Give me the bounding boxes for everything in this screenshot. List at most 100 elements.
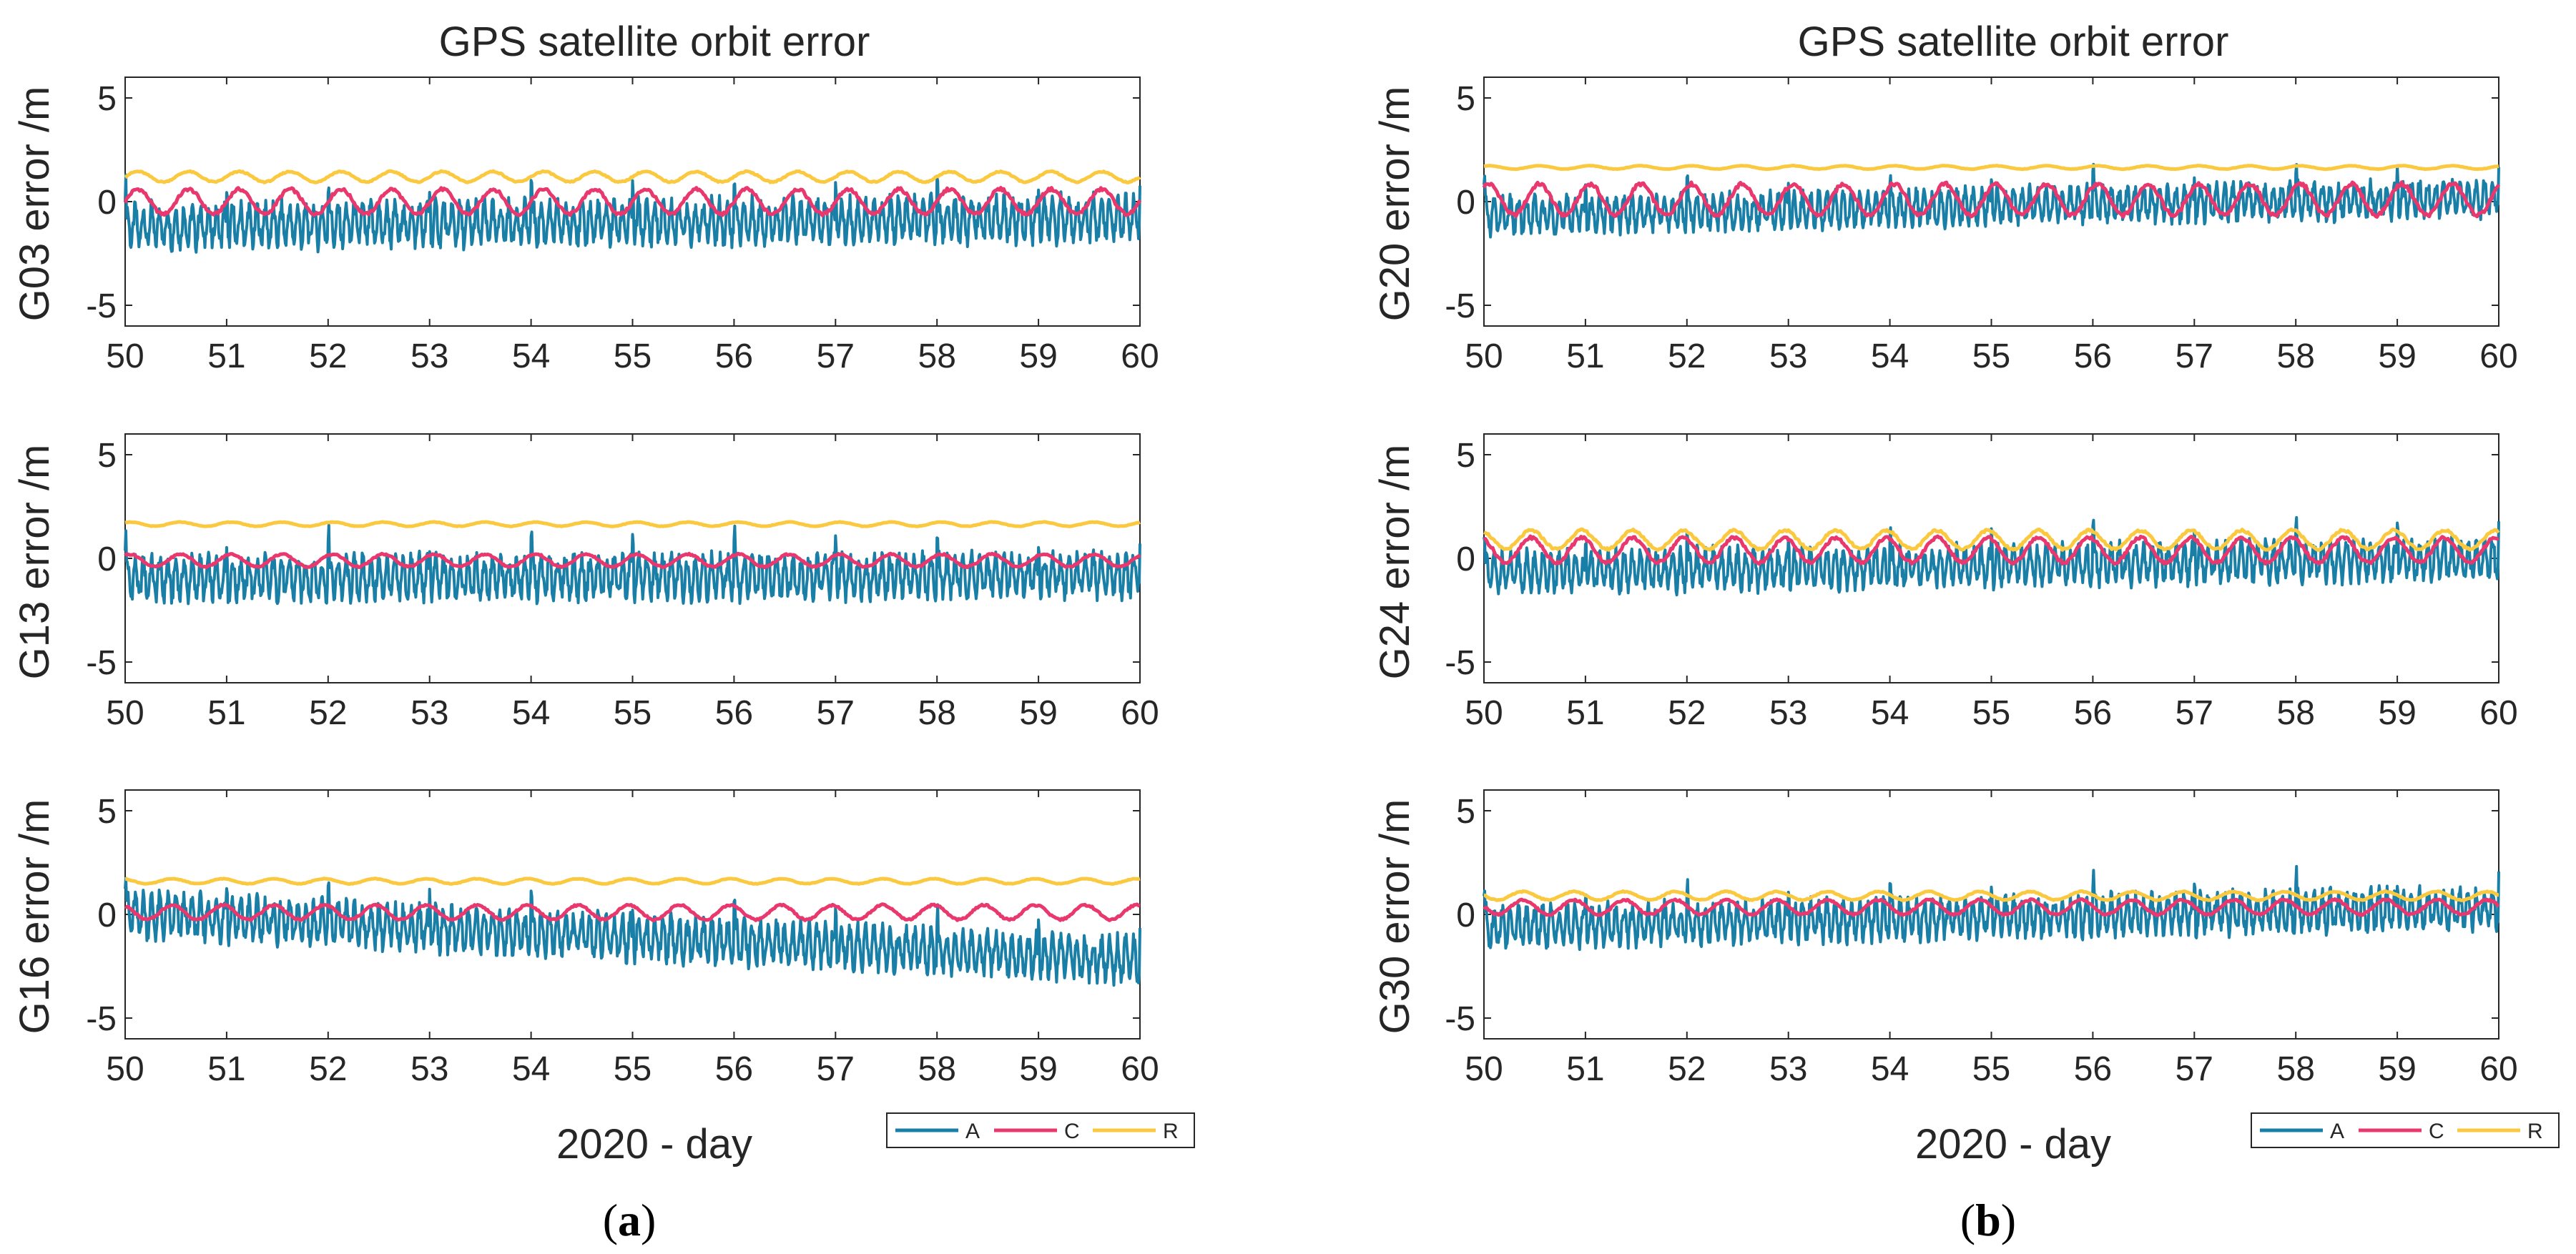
series-a-g16: [124, 877, 1141, 987]
series-r-g30: [1483, 889, 2499, 902]
y-tick-label: -5: [86, 287, 117, 325]
ylabel-g13: G13 error /m: [11, 445, 58, 680]
x-tick-label: 53: [411, 694, 448, 732]
y-tick-label: -5: [86, 1000, 117, 1038]
ylabel-g24: G24 error /m: [1372, 445, 1418, 680]
series-r-g03: [124, 169, 1141, 184]
y-tick-label: 5: [1456, 80, 1475, 118]
x-tick-label: 50: [1465, 337, 1503, 375]
x-tick-label: 55: [614, 1050, 652, 1088]
x-tick-label: 53: [411, 337, 448, 375]
x-tick-label: 52: [1668, 694, 1706, 732]
x-tick-label: 51: [1566, 694, 1604, 732]
panel-a-legend: A C R: [886, 1112, 1195, 1148]
y-tick-label: -5: [1445, 1000, 1475, 1038]
y-tick-label: 0: [97, 184, 117, 222]
caption-b: (b): [1960, 1195, 2016, 1245]
x-tick-label: 59: [2378, 337, 2416, 375]
x-tick-label: 60: [1121, 694, 1159, 732]
x-tick-label: 56: [715, 337, 753, 375]
x-tick-label: 50: [1465, 1050, 1503, 1088]
panel-a-title: GPS satellite orbit error: [439, 19, 870, 65]
x-tick-label: 50: [106, 337, 144, 375]
x-tick-label: 54: [1871, 1050, 1909, 1088]
series-a-g03: [124, 173, 1141, 254]
x-tick-label: 60: [2479, 1050, 2517, 1088]
x-tick-label: 60: [1121, 337, 1159, 375]
x-tick-label: 56: [715, 694, 753, 732]
caption-a-letter: a: [618, 1195, 641, 1245]
x-tick-label: 55: [1972, 1050, 2010, 1088]
panel-a: GPS satellite orbit error G03 error /m 5…: [11, 19, 1195, 1245]
legend-label-r: R: [1163, 1120, 1179, 1143]
series-c-g20: [1482, 180, 2501, 219]
series-a-g13: [124, 523, 1141, 606]
panel-b-title: GPS satellite orbit error: [1798, 19, 2229, 65]
x-tick-label: 50: [106, 694, 144, 732]
x-tick-label: 55: [1972, 337, 2010, 375]
x-tick-label: 56: [2074, 337, 2112, 375]
x-tick-label: 57: [817, 1050, 855, 1088]
series-r-g24: [1483, 527, 2500, 552]
x-tick-label: 55: [1972, 694, 2010, 732]
legend-label-a: A: [2330, 1120, 2344, 1143]
series-r-g13: [124, 520, 1141, 528]
x-tick-label: 58: [2277, 1050, 2315, 1088]
series-c-g03: [123, 186, 1142, 217]
panel-b: GPS satellite orbit error G20 error /m 5…: [1372, 19, 2560, 1245]
x-tick-label: 58: [918, 1050, 956, 1088]
x-tick-label: 54: [512, 694, 550, 732]
x-tick-label: 54: [1871, 694, 1909, 732]
x-tick-label: 51: [1566, 337, 1604, 375]
caption-a: (a): [603, 1195, 657, 1245]
x-tick-label: 58: [918, 337, 956, 375]
x-tick-label: 50: [106, 1050, 144, 1088]
series-c-g13: [124, 551, 1141, 570]
series-a-g20: [1483, 162, 2500, 239]
x-tick-label: 53: [1769, 694, 1807, 732]
panel-b-xlabel: 2020 - day: [1915, 1121, 2111, 1167]
x-tick-label: 57: [817, 694, 855, 732]
x-tick-label: 56: [715, 1050, 753, 1088]
series-r-g16: [124, 877, 1141, 886]
panel-b-legend: A C R: [2251, 1112, 2560, 1148]
y-tick-label: -5: [1445, 644, 1475, 682]
x-tick-label: 58: [918, 694, 956, 732]
x-tick-label: 53: [411, 1050, 448, 1088]
panel-a-xlabel: 2020 - day: [556, 1121, 752, 1167]
ylabel-g30: G30 error /m: [1372, 799, 1418, 1035]
x-tick-label: 52: [309, 337, 347, 375]
x-tick-label: 54: [512, 1050, 550, 1088]
x-tick-label: 55: [614, 694, 652, 732]
y-tick-label: -5: [86, 644, 117, 682]
x-tick-label: 57: [2176, 694, 2213, 732]
x-tick-label: 50: [1465, 694, 1503, 732]
x-tick-label: 55: [614, 337, 652, 375]
y-tick-label: 0: [1456, 540, 1475, 578]
x-tick-label: 57: [2176, 337, 2213, 375]
y-tick-label: 0: [1456, 897, 1475, 934]
x-tick-label: 51: [207, 337, 245, 375]
ylabel-g16: G16 error /m: [11, 799, 58, 1035]
y-tick-label: 0: [1456, 184, 1475, 222]
x-tick-label: 52: [1668, 337, 1706, 375]
x-tick-label: 59: [1019, 337, 1057, 375]
y-tick-label: 5: [97, 80, 117, 118]
x-tick-label: 51: [207, 694, 245, 732]
y-tick-label: -5: [1445, 287, 1475, 325]
ylabel-g20: G20 error /m: [1372, 87, 1418, 322]
x-tick-label: 56: [2074, 1050, 2112, 1088]
y-tick-label: 0: [97, 540, 117, 578]
x-tick-label: 51: [1566, 1050, 1604, 1088]
caption-b-letter: b: [1975, 1195, 2001, 1245]
series-a-g24: [1483, 515, 2500, 597]
x-tick-label: 60: [2479, 337, 2517, 375]
x-tick-label: 57: [817, 337, 855, 375]
y-tick-label: 5: [97, 437, 117, 475]
legend-label-a: A: [965, 1120, 980, 1143]
